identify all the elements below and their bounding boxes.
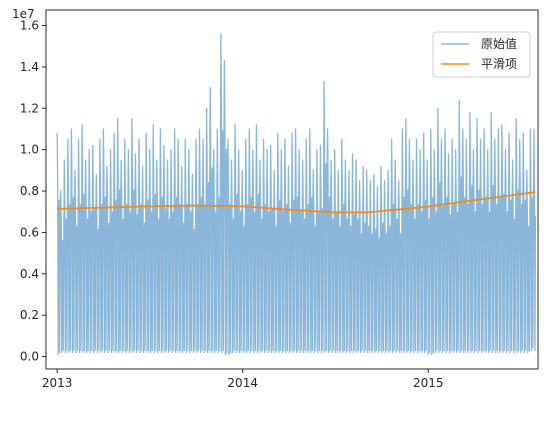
y-tick-label: 0.2 [20,308,39,322]
x-tick-label: 2015 [413,376,444,390]
y-tick-label: 0.8 [20,184,39,198]
legend: 原始值 平滑项 [432,31,531,78]
axes-layer: 0.0 0.2 0.4 0.6 0.8 1.0 1.2 1.4 1.6 2013 2014 2015 [20,19,444,390]
y-tick-label: 1.2 [20,101,39,115]
legend-label-original: 原始值 [481,36,517,51]
y-tick-label: 1.4 [20,60,39,74]
y-tick-label: 0.4 [20,267,39,281]
plot-frame [45,9,539,370]
y-tick-label: 1.6 [20,19,39,33]
series-layer [56,33,537,356]
y-tick-label: 1.0 [20,143,39,157]
x-tick-label: 2014 [227,376,258,390]
legend-label-smoothed: 平滑项 [481,57,517,71]
y-tick-label: 0.0 [20,350,39,364]
x-tick-label: 2013 [42,376,73,390]
y-offset-label: 1e7 [12,7,35,21]
y-tick-label: 0.6 [20,225,39,239]
series-line-original [56,33,537,356]
series-line-smoothed [57,191,536,214]
